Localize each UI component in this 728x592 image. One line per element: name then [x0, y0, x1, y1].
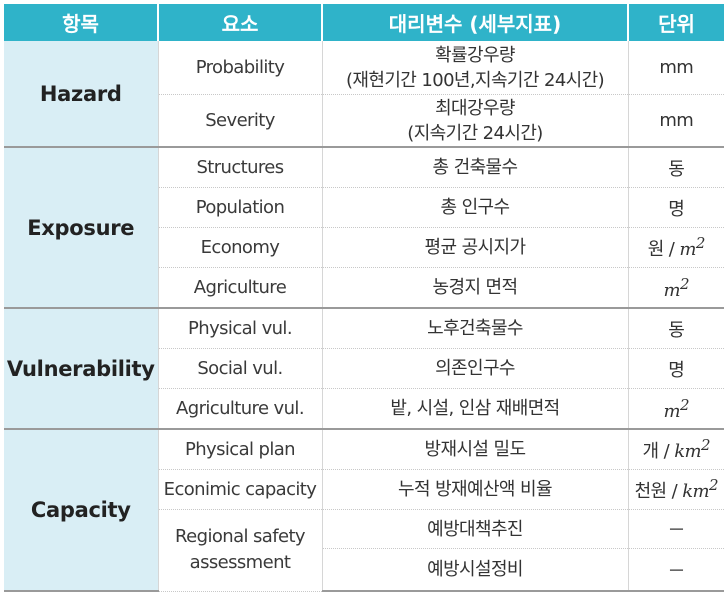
unit-exponent: 2 [708, 476, 719, 494]
proxy-cell: 노후건축물수 [321, 308, 628, 349]
proxy-cell: 예방시설정비 [321, 548, 628, 592]
unit-cell: 동 [627, 147, 724, 188]
unit-cell: m2 [627, 267, 724, 309]
unit-cell: 개 / km2 [627, 429, 724, 470]
unit-base: km [674, 441, 701, 462]
proxy-cell: 농경지 면적 [321, 267, 628, 309]
proxy-line: (재현기간 100년,지속기간 24시간) [345, 69, 605, 91]
table-row: Capacity Physical plan 방재시설 밀도 개 / km2 [4, 429, 724, 592]
proxy-cell: 방재시설 밀도 [321, 429, 628, 470]
table-row: Vulnerability Physical vul. 노후건축물수 동 [4, 308, 724, 430]
unit-base: m [663, 400, 681, 422]
unit-cell: 동 [627, 308, 724, 349]
table-row: Agriculture 농경지 면적 m2 [4, 267, 724, 309]
unit-exponent: 2 [680, 395, 690, 414]
proxy-cell: 총 인구수 [321, 187, 628, 228]
unit-prefix: 개 / [642, 441, 675, 462]
unit-exponent: 2 [695, 234, 706, 252]
element-cell: Severity [157, 94, 322, 148]
unit-cell: m2 [627, 388, 724, 430]
unit-exponent: 2 [680, 274, 690, 293]
unit-cell: 명 [627, 187, 724, 228]
element-cell: Economy [157, 227, 322, 268]
proxy-cell: 누적 방재예산액 비율 [321, 469, 628, 510]
table-row: Hazard Probability 확률강우량 (재현기간 100년,지속기간… [4, 41, 724, 148]
unit-base: m [679, 239, 696, 260]
element-cell: Agriculture vul. [157, 388, 322, 430]
unit-cell: 원 / m2 [627, 227, 724, 268]
header-proxy: 대리변수 (세부지표) [321, 4, 628, 41]
table-row: Econimic capacity 누적 방재예산액 비율 천원 / km2 [4, 469, 724, 510]
table-row: Agriculture vul. 밭, 시설, 인삼 재배면적 m2 [4, 388, 724, 430]
category-capacity: Capacity [4, 429, 158, 592]
proxy-line: 최대강우량 [435, 97, 515, 119]
element-line: Regional safety [175, 526, 306, 548]
header-category: 항목 [4, 4, 158, 41]
element-line: assessment [189, 552, 291, 574]
unit-cell: 천원 / km2 [627, 469, 724, 510]
proxy-line: (지속기간 24시간) [407, 122, 543, 144]
proxy-cell: 확률강우량 (재현기간 100년,지속기간 24시간) [321, 41, 628, 95]
proxy-line: 확률강우량 [435, 44, 515, 66]
unit-base: m [663, 279, 681, 301]
proxy-cell: 평균 공시지가 [321, 227, 628, 268]
unit-prefix: 원 / [647, 239, 680, 260]
header-row: 항목 요소 대리변수 (세부지표) 단위 [4, 4, 724, 41]
unit-exponent: 2 [701, 436, 711, 454]
unit-cell: mm [627, 94, 724, 148]
element-cell: Regional safety assessment [157, 509, 322, 592]
category-vulnerability: Vulnerability [4, 308, 158, 430]
unit-prefix: 천원 / [634, 481, 683, 502]
table-row: Social vul. 의존인구수 명 [4, 348, 724, 389]
proxy-cell: 최대강우량 (지속기간 24시간) [321, 94, 628, 148]
table-row: 예방시설정비 － [4, 548, 724, 592]
element-cell: Physical vul. [157, 308, 322, 349]
proxy-cell: 총 건축물수 [321, 147, 628, 188]
unit-cell: mm [627, 41, 724, 95]
element-cell: Probability [157, 41, 322, 95]
element-cell: Structures [157, 147, 322, 188]
unit-cell: 명 [627, 348, 724, 389]
element-cell: Social vul. [157, 348, 322, 389]
table-row: Exposure Structures 총 건축물수 동 [4, 147, 724, 309]
proxy-cell: 예방대책추진 [321, 509, 628, 549]
category-exposure: Exposure [4, 147, 158, 309]
proxy-cell: 의존인구수 [321, 348, 628, 389]
category-hazard: Hazard [4, 41, 158, 148]
element-cell: Agriculture [157, 267, 322, 309]
table-row: Regional safety assessment 예방대책추진 － [4, 509, 724, 592]
header-unit: 단위 [627, 4, 724, 41]
table-row: Population 총 인구수 명 [4, 187, 724, 228]
element-cell: Population [157, 187, 322, 228]
header-element: 요소 [157, 4, 322, 41]
unit-base: km [682, 481, 709, 502]
unit-cell: － [627, 509, 724, 549]
element-cell: Physical plan [157, 429, 322, 470]
table-row: Severity 최대강우량 (지속기간 24시간) mm [4, 94, 724, 148]
element-cell: Econimic capacity [157, 469, 322, 510]
table-row: Economy 평균 공시지가 원 / m2 [4, 227, 724, 268]
proxy-cell: 밭, 시설, 인삼 재배면적 [321, 388, 628, 430]
indicator-table: 항목 요소 대리변수 (세부지표) 단위 Hazard Probability … [4, 4, 724, 592]
unit-cell: － [627, 548, 724, 592]
